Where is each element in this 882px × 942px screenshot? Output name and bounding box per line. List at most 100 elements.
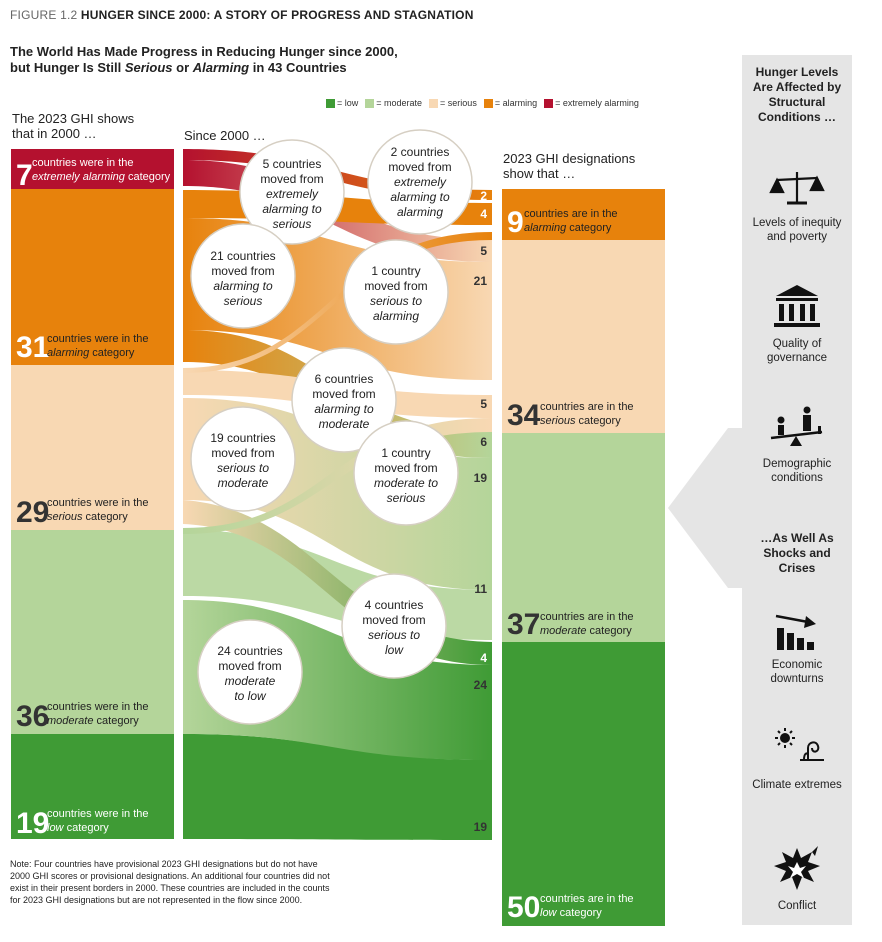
flow-number: 6 bbox=[480, 435, 487, 449]
flow-number: 4 bbox=[480, 207, 487, 221]
left-label: countries were in the low category bbox=[47, 808, 149, 834]
right-label: countries are in the moderate category bbox=[540, 611, 634, 637]
flow-number: 5 bbox=[480, 244, 487, 258]
legend-item-moderate: = moderate bbox=[365, 98, 422, 108]
right-column bbox=[502, 189, 665, 926]
left-labels: 7 countries were in the extremely alarmin… bbox=[16, 157, 171, 840]
subtitle-line-2: but Hunger Is Still Serious or Alarming … bbox=[10, 60, 347, 75]
flow-number: 2 bbox=[480, 189, 487, 203]
right-label: countries are in the alarming category bbox=[524, 208, 618, 234]
legend-item-low: = low bbox=[326, 98, 358, 108]
flow-number: 4 bbox=[480, 651, 487, 665]
flow-number: 19 bbox=[474, 820, 488, 834]
legend-item-alarming: = alarming bbox=[483, 98, 537, 108]
figure-label: FIGURE 1.2 HUNGER SINCE 2000: A STORY OF… bbox=[10, 8, 474, 22]
right-count: 34 bbox=[507, 399, 541, 432]
bubble-text: 5 countries moved from extremely alarming t… bbox=[260, 157, 323, 231]
sidebar-label-governance: Quality of governance bbox=[766, 338, 828, 364]
legend: = low = moderate = serious = alarming = … bbox=[326, 98, 642, 108]
right-bar-low bbox=[502, 642, 665, 926]
sidebar-title-shocks: …As Well As Shocks and Crises bbox=[760, 531, 834, 575]
right-bar-moderate bbox=[502, 433, 665, 642]
sidebar-panel bbox=[668, 55, 852, 925]
right-column-header: 2023 GHI designations show that … bbox=[503, 151, 636, 181]
right-bar-serious bbox=[502, 240, 665, 433]
sidebar-title-structural: Hunger Levels Are Affected by Structural… bbox=[752, 65, 842, 124]
legend-item-extremely-alarming: = extremely alarming bbox=[544, 98, 639, 108]
right-labels: 9 countries are in the alarming category … bbox=[507, 206, 634, 924]
scales-icon bbox=[769, 172, 825, 205]
bubble-text: 4 countries moved from serious to low bbox=[362, 598, 425, 657]
sidebar-label-demographic: Demographic conditions bbox=[762, 458, 832, 484]
right-bar-alarming bbox=[502, 189, 665, 240]
left-column bbox=[11, 149, 174, 839]
left-separator bbox=[174, 140, 183, 850]
explosion-icon bbox=[774, 846, 820, 890]
flow-number: 11 bbox=[474, 582, 487, 596]
sidebar-label-economic: Economic downturns bbox=[770, 659, 824, 685]
bubble-texts: 5 countries moved from extremely alarming t… bbox=[210, 145, 451, 703]
legend-swatch bbox=[483, 98, 493, 108]
bubble-text: 19 countries moved from serious to moderate bbox=[210, 431, 275, 490]
flow-number: 21 bbox=[474, 274, 488, 288]
downturn-icon bbox=[775, 614, 816, 650]
flow-number: 5 bbox=[480, 397, 487, 411]
flow-number: 19 bbox=[474, 471, 488, 485]
left-bar-alarming bbox=[11, 189, 174, 365]
sidebar-arrow bbox=[668, 428, 742, 588]
flow-number: 24 bbox=[474, 678, 488, 692]
left-bar-extremely-alarming bbox=[11, 149, 174, 189]
figure-number: FIGURE 1.2 bbox=[10, 8, 78, 22]
legend-swatch bbox=[326, 98, 335, 108]
left-label: countries were in the extremely alarming … bbox=[32, 157, 171, 183]
left-bar-moderate bbox=[11, 530, 174, 734]
figure-title: HUNGER SINCE 2000: A STORY OF PROGRESS A… bbox=[80, 8, 474, 22]
bubble-serious-to-low bbox=[341, 573, 447, 679]
building-icon bbox=[774, 285, 820, 327]
right-count: 50 bbox=[507, 891, 540, 924]
right-count: 9 bbox=[507, 206, 524, 239]
flow-serious-to-low bbox=[183, 500, 492, 665]
left-bar-low bbox=[11, 734, 174, 839]
bubble-text: 24 countries moved from moderate to low bbox=[217, 644, 282, 703]
left-count: 7 bbox=[16, 159, 33, 192]
bubble-moderate-to-low bbox=[197, 619, 303, 725]
right-separator bbox=[492, 180, 502, 940]
bubble-serious-to-moderate bbox=[190, 406, 296, 512]
bubble-text: 2 countries moved from extremely alarming t… bbox=[388, 145, 451, 219]
bubble-alarming-to-moderate bbox=[291, 347, 397, 453]
legend-swatch bbox=[429, 98, 439, 108]
bubbles bbox=[190, 129, 473, 725]
left-label: countries were in the serious category bbox=[47, 497, 149, 523]
legend-item-serious: = serious bbox=[429, 98, 477, 108]
bubble-ea-to-alarming bbox=[367, 129, 473, 235]
bubble-text: 1 country moved from moderate to serious bbox=[374, 446, 438, 505]
bubble-text: 1 country moved from serious to alarming bbox=[364, 264, 427, 323]
left-bar-serious bbox=[11, 365, 174, 530]
left-label: countries were in the moderate category bbox=[47, 701, 149, 727]
flow-moderate-to-serious bbox=[183, 418, 492, 534]
seesaw-icon bbox=[770, 406, 823, 446]
left-count: 29 bbox=[16, 496, 49, 529]
bubble-serious-to-alarming bbox=[343, 239, 449, 345]
right-label: countries are in the serious category bbox=[540, 401, 634, 427]
legend-swatch bbox=[544, 98, 554, 108]
left-column-header: The 2023 GHI shows that in 2000 … bbox=[12, 111, 135, 141]
bubble-ea-to-serious bbox=[239, 139, 345, 245]
bubble-alarming-to-serious bbox=[190, 223, 296, 329]
middle-column-header: Since 2000 … bbox=[184, 128, 266, 143]
left-count: 36 bbox=[16, 700, 49, 733]
left-count: 31 bbox=[16, 331, 49, 364]
footnote: Note: Four countries have provisional 20… bbox=[10, 859, 330, 905]
left-count: 19 bbox=[16, 807, 49, 840]
sidebar-label-inequity: Levels of inequity and poverty bbox=[752, 217, 842, 243]
right-count: 37 bbox=[507, 608, 540, 641]
flow-low-to-low bbox=[183, 734, 492, 840]
left-label: countries were in the alarming category bbox=[47, 333, 149, 359]
sidebar-label-climate: Climate extremes bbox=[752, 779, 842, 791]
bubble-text: 21 countries moved from alarming to serious bbox=[210, 249, 275, 308]
flow-numbers: 2 4 5 21 5 6 19 11 4 24 19 bbox=[474, 189, 488, 834]
figure-subtitle: The World Has Made Progress in Reducing … bbox=[10, 44, 410, 76]
bubble-moderate-to-serious bbox=[353, 420, 459, 526]
